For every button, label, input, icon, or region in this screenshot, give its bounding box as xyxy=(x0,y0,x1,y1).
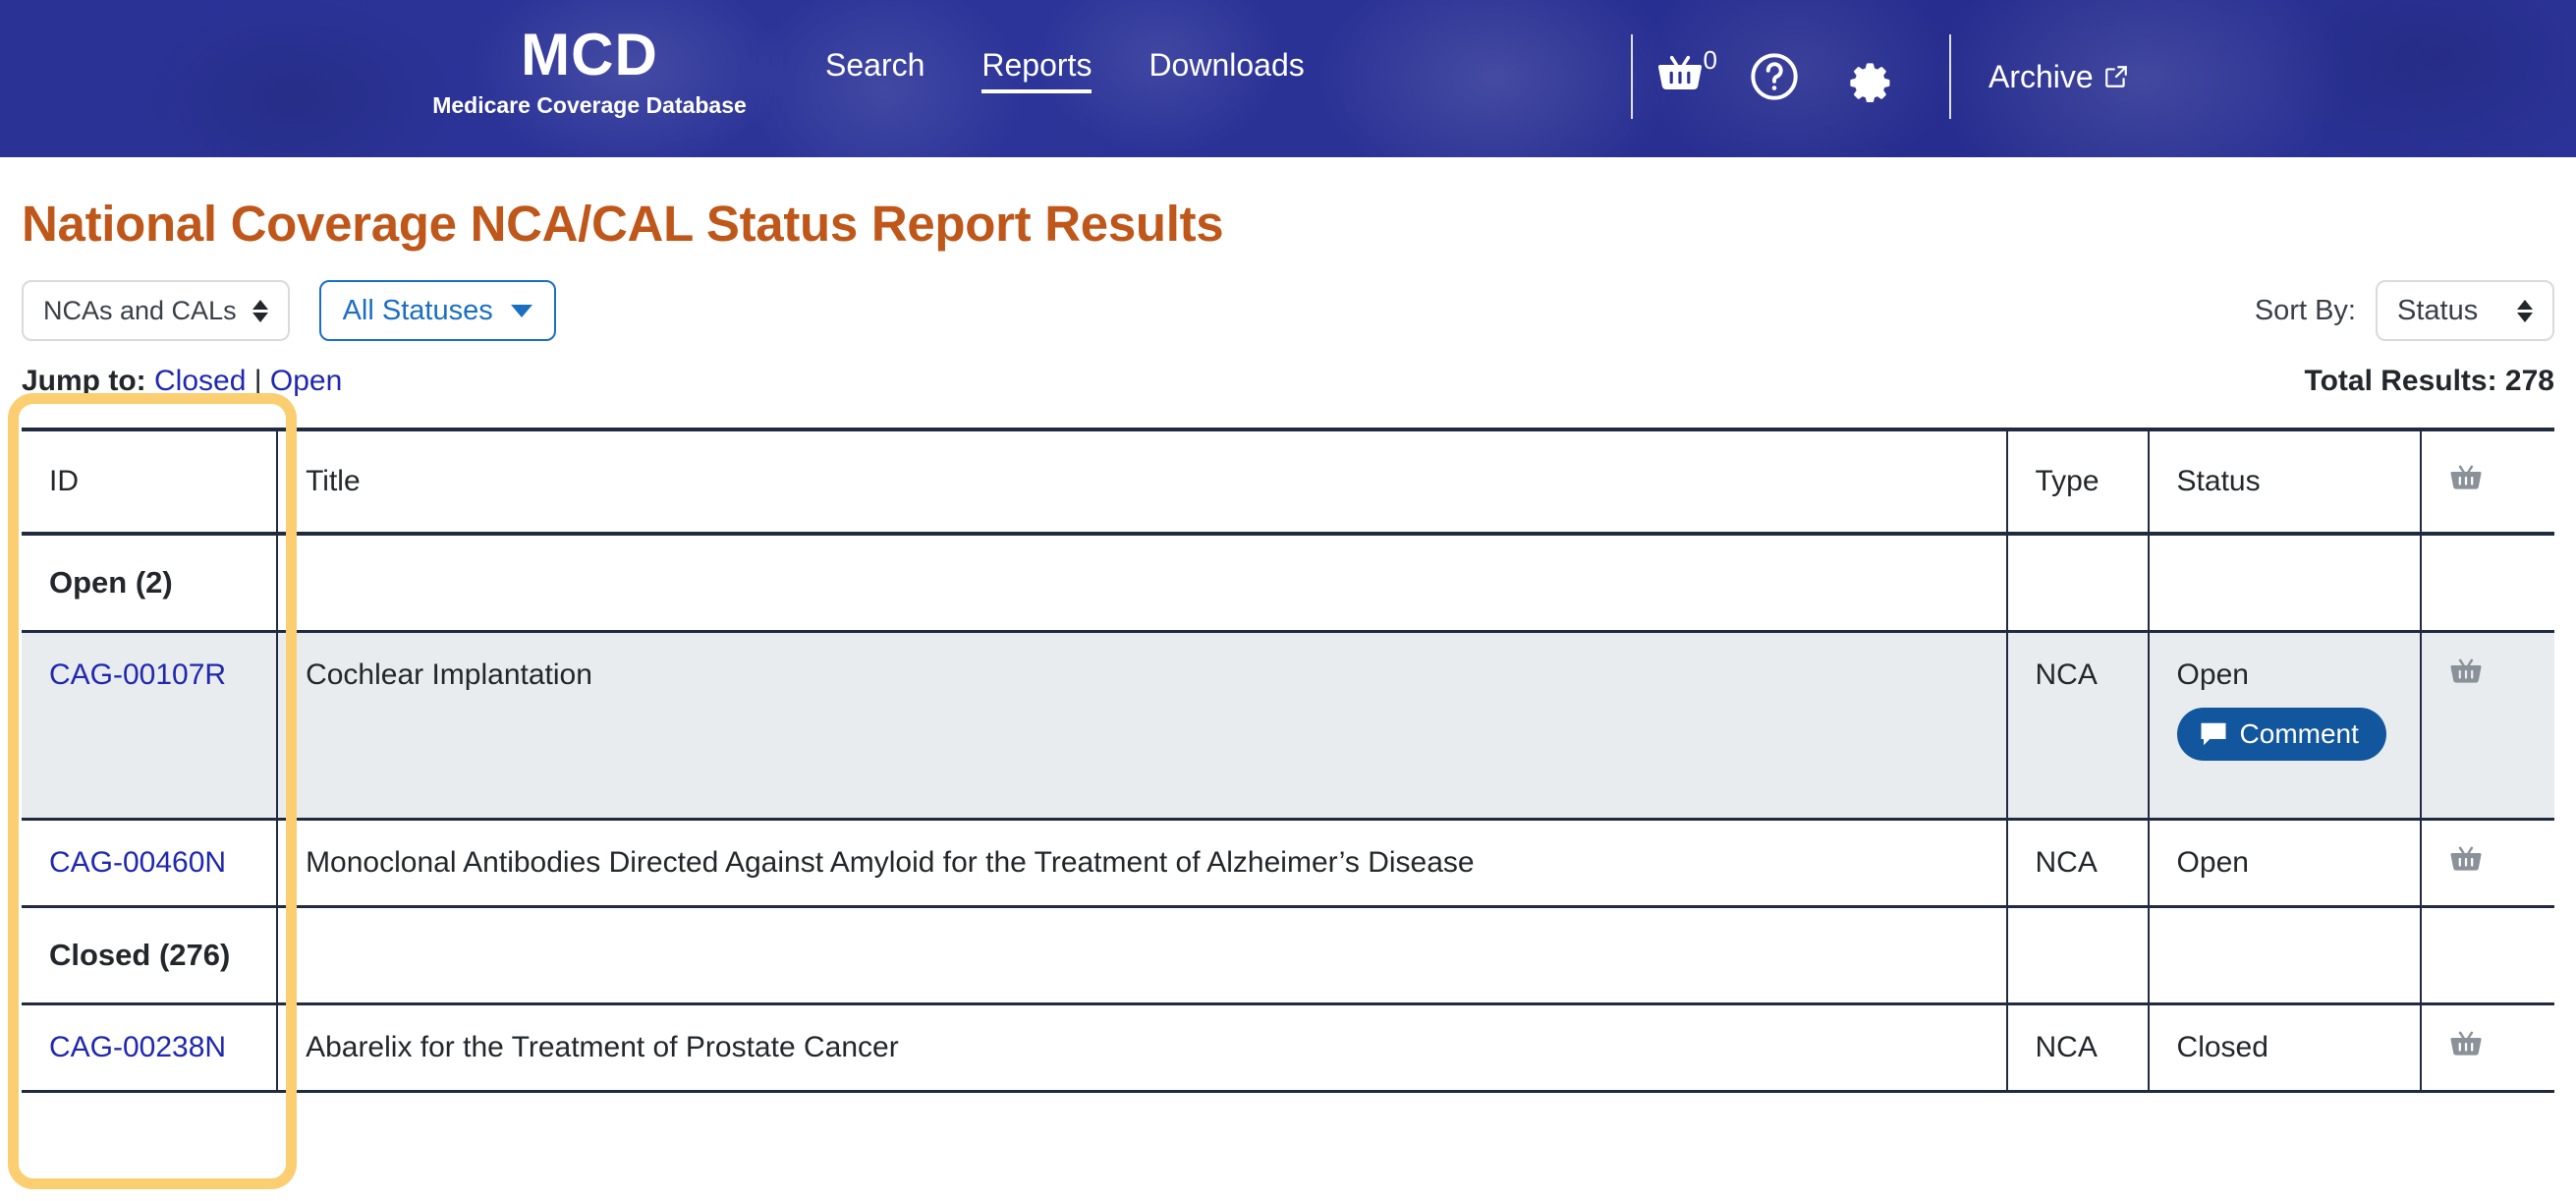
column-header-status[interactable]: Status xyxy=(2147,428,2421,536)
basket-icon xyxy=(2449,658,2527,689)
column-header-basket[interactable] xyxy=(2419,428,2554,536)
row-status-cell: Open Comment xyxy=(2147,630,2421,821)
row-status-cell: Open xyxy=(2147,818,2421,908)
row-title-cell: Abarelix for the Treatment of Prostate C… xyxy=(276,1002,2007,1093)
brand-title: MCD xyxy=(521,22,658,87)
comment-button[interactable]: Comment xyxy=(2176,708,2386,761)
group-empty-type xyxy=(2005,532,2149,633)
jump-link-closed[interactable]: Closed xyxy=(154,365,247,397)
group-empty-title xyxy=(276,532,2007,633)
record-type-select[interactable]: NCAs and CALs xyxy=(22,280,290,341)
jump-to-label: Jump to: xyxy=(22,365,146,397)
group-empty-status xyxy=(2147,532,2421,633)
basket-icon xyxy=(2449,465,2527,495)
row-id-cell: CAG-00460N xyxy=(22,818,278,908)
settings-button[interactable] xyxy=(1821,34,1916,119)
basket-count-badge: 0 xyxy=(1703,45,1717,75)
sort-controls: Sort By: Status xyxy=(2255,280,2554,341)
results-table-wrap: ID Title Type Status Open (2) xyxy=(22,428,2554,1093)
group-empty-status xyxy=(2147,905,2421,1005)
help-button[interactable] xyxy=(1727,34,1821,119)
row-id-link[interactable]: CAG-00460N xyxy=(49,846,227,879)
header-background-photo xyxy=(0,0,2576,157)
jump-and-total-row: Jump to: Closed | Open Total Results: 27… xyxy=(22,365,2554,418)
row-title-cell: Monoclonal Antibodies Directed Against A… xyxy=(276,818,2007,908)
brand-subtitle: Medicare Coverage Database xyxy=(432,92,747,118)
site-header: MCD Medicare Coverage Database Search Re… xyxy=(0,0,2576,157)
updown-arrows-icon xyxy=(252,299,268,322)
tools-divider-left xyxy=(1631,34,1633,119)
row-status-cell: Closed xyxy=(2147,1002,2421,1093)
record-type-value: NCAs and CALs xyxy=(43,295,237,325)
basket-icon xyxy=(2449,846,2527,877)
group-label: Closed (276) xyxy=(22,905,278,1005)
main-navigation: Search Reports Downloads xyxy=(825,47,1305,93)
row-id-link[interactable]: CAG-00238N xyxy=(49,1031,227,1063)
filter-controls: NCAs and CALs All Statuses xyxy=(22,280,556,341)
jump-link-open[interactable]: Open xyxy=(269,365,343,397)
results-table: ID Title Type Status Open (2) xyxy=(22,428,2554,1093)
table-row: CAG-00460N Monoclonal Antibodies Directe… xyxy=(22,818,2554,908)
brand-logo[interactable]: MCD Medicare Coverage Database xyxy=(413,26,766,117)
archive-link[interactable]: Archive xyxy=(1988,59,2129,95)
column-header-type[interactable]: Type xyxy=(2005,428,2149,536)
status-filter-value: All Statuses xyxy=(342,294,493,326)
tools-divider-right xyxy=(1949,34,1951,119)
archive-label: Archive xyxy=(1988,58,2094,94)
table-header: ID Title Type Status xyxy=(22,428,2554,536)
updown-arrows-icon xyxy=(2517,299,2533,322)
row-status-text: Open xyxy=(2176,658,2249,691)
status-filter-dropdown[interactable]: All Statuses xyxy=(318,280,556,341)
basket-icon xyxy=(2449,1031,2527,1061)
gear-icon xyxy=(1843,51,1894,102)
nav-item-reports[interactable]: Reports xyxy=(981,47,1092,93)
table-group-row-closed: Closed (276) xyxy=(22,905,2554,1005)
group-label: Open (2) xyxy=(22,532,278,633)
sort-by-value: Status xyxy=(2397,294,2479,326)
nav-item-downloads[interactable]: Downloads xyxy=(1148,47,1305,83)
row-id-link[interactable]: CAG-00107R xyxy=(49,658,227,691)
external-link-icon xyxy=(2103,64,2129,89)
sort-by-label: Sort By: xyxy=(2254,294,2356,326)
row-id-cell: CAG-00238N xyxy=(22,1002,278,1093)
page-content: National Coverage NCA/CAL Status Report … xyxy=(0,157,2576,1093)
row-basket-cell[interactable] xyxy=(2419,630,2554,821)
total-results: Total Results: 278 xyxy=(2304,365,2554,397)
jump-separator: | xyxy=(253,365,262,397)
comment-button-label: Comment xyxy=(2239,718,2359,749)
basket-icon xyxy=(1656,55,1704,98)
page-title: National Coverage NCA/CAL Status Report … xyxy=(22,196,1224,252)
chevron-down-icon xyxy=(510,304,532,317)
comment-bubble-icon xyxy=(2199,720,2228,748)
basket-button[interactable]: 0 xyxy=(1633,34,1727,119)
table-body: Open (2) CAG-00107R Cochlear Implantatio… xyxy=(22,532,2554,1093)
table-row: CAG-00238N Abarelix for the Treatment of… xyxy=(22,1002,2554,1093)
nav-item-search[interactable]: Search xyxy=(825,47,925,83)
table-header-row: ID Title Type Status xyxy=(22,428,2554,536)
row-title-cell: Cochlear Implantation xyxy=(276,630,2007,821)
table-row: CAG-00107R Cochlear Implantation NCA Ope… xyxy=(22,630,2554,821)
sort-by-select[interactable]: Status xyxy=(2376,280,2554,341)
group-empty-basket xyxy=(2419,532,2554,633)
group-empty-basket xyxy=(2419,905,2554,1005)
row-type-cell: NCA xyxy=(2005,818,2149,908)
group-empty-type xyxy=(2005,905,2149,1005)
jump-to: Jump to: Closed | Open xyxy=(22,365,342,398)
help-circle-icon xyxy=(1749,51,1800,102)
column-header-id[interactable]: ID xyxy=(22,428,278,536)
header-tools: 0 xyxy=(1631,28,2129,126)
row-id-cell: CAG-00107R xyxy=(22,630,278,821)
row-basket-cell[interactable] xyxy=(2419,818,2554,908)
row-basket-cell[interactable] xyxy=(2419,1002,2554,1093)
controls-row: NCAs and CALs All Statuses Sort By: Stat… xyxy=(22,280,2554,359)
table-group-row-open: Open (2) xyxy=(22,532,2554,633)
row-type-cell: NCA xyxy=(2005,1002,2149,1093)
column-header-title[interactable]: Title xyxy=(276,428,2007,536)
group-empty-title xyxy=(276,905,2007,1005)
row-type-cell: NCA xyxy=(2005,630,2149,821)
